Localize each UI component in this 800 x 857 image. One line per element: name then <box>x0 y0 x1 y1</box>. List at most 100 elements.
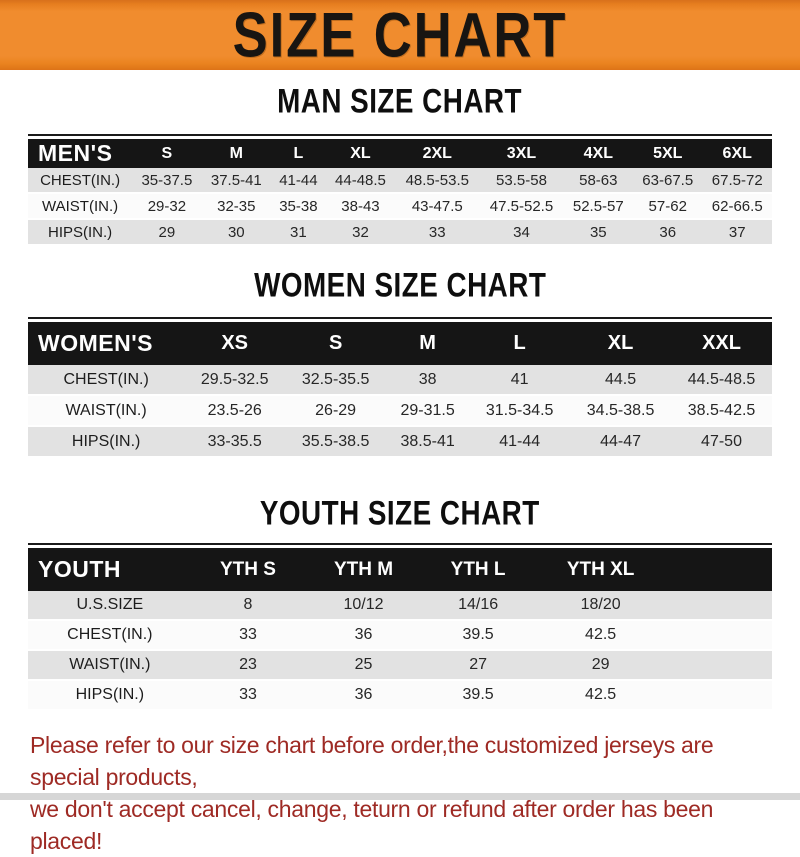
size-value-cell: 41 <box>469 365 571 396</box>
table-title-cell: WOMEN'S <box>28 322 185 365</box>
size-value-cell: 37.5-41 <box>201 168 272 194</box>
size-value-cell: 39.5 <box>422 620 534 651</box>
row-label: WAIST(IN.) <box>28 395 185 427</box>
size-value-cell: 57-62 <box>633 193 703 220</box>
size-value-cell: 44.5-48.5 <box>671 365 772 396</box>
table-row: CHEST(IN.) 35-37.5 37.5-41 41-44 44-48.5 48.5… <box>28 168 772 194</box>
size-column-header: XL <box>325 139 396 168</box>
man-section-heading: MAN SIZE CHART <box>0 83 800 121</box>
size-value-cell: 53.5-58 <box>479 168 564 194</box>
size-value-cell: 31 <box>271 219 326 246</box>
size-value-cell: 43-47.5 <box>395 193 480 220</box>
size-value-cell: 29 <box>132 219 202 246</box>
size-value-cell: 32 <box>325 219 396 246</box>
size-value-cell: 41-44 <box>469 426 571 458</box>
size-value-cell: 38 <box>386 365 470 396</box>
table-header-row: MEN'S S M L XL 2XL 3XL 4XL 5XL 6XL <box>28 139 772 168</box>
size-value-cell: 44-48.5 <box>325 168 396 194</box>
size-value-cell: 34 <box>479 219 564 246</box>
size-value-cell: 32.5-35.5 <box>285 365 387 396</box>
size-value-cell: 42.5 <box>533 620 668 651</box>
table-row: WAIST(IN.) 23.5-26 26-29 29-31.5 31.5-34.5 34… <box>28 395 772 427</box>
table-title-cell: MEN'S <box>28 139 133 168</box>
womens-size-table: WOMEN'S XS S M L XL XXL CHEST(IN.) 29.5-32.5 32.5… <box>28 322 772 458</box>
size-value-cell: 47.5-52.5 <box>479 193 564 220</box>
size-value-cell: 34.5-38.5 <box>570 395 672 427</box>
size-column-header: L <box>469 322 571 365</box>
footer-disclaimer-line1: Please refer to our size chart before or… <box>30 732 714 790</box>
size-value-cell: 63-67.5 <box>633 168 703 194</box>
size-value-cell: 26-29 <box>285 395 387 427</box>
size-column-header: L <box>271 139 326 168</box>
size-value-cell: 29 <box>533 650 668 681</box>
size-column-header: YTH M <box>304 548 423 591</box>
size-value-cell: 23.5-26 <box>184 395 286 427</box>
table-row: WAIST(IN.) 23 25 27 29 <box>28 650 772 681</box>
size-value-cell: 33 <box>191 620 305 651</box>
spacer-cell <box>667 548 772 591</box>
size-value-cell: 33-35.5 <box>184 426 286 458</box>
size-value-cell: 35-38 <box>271 193 326 220</box>
size-value-cell: 8 <box>191 591 305 621</box>
row-label: HIPS(IN.) <box>28 219 133 246</box>
size-value-cell: 33 <box>191 680 305 711</box>
size-value-cell: 10/12 <box>304 591 423 621</box>
size-column-header: 6XL <box>702 139 772 168</box>
size-column-header: S <box>285 322 387 365</box>
youth-table-container: YOUTH YTH S YTH M YTH L YTH XL U.S.SIZE 8 10/12… <box>28 543 772 711</box>
size-value-cell: 25 <box>304 650 423 681</box>
size-value-cell: 44.5 <box>570 365 672 396</box>
size-value-cell: 38.5-42.5 <box>671 395 772 427</box>
size-value-cell: 31.5-34.5 <box>469 395 571 427</box>
size-value-cell: 36 <box>633 219 703 246</box>
size-column-header: 5XL <box>633 139 703 168</box>
table-row: CHEST(IN.) 29.5-32.5 32.5-35.5 38 41 44.5 44.5… <box>28 365 772 396</box>
bottom-divider <box>0 793 800 800</box>
size-value-cell: 30 <box>201 219 272 246</box>
size-column-header: S <box>132 139 202 168</box>
size-column-header: M <box>386 322 470 365</box>
mens-table-container: MEN'S S M L XL 2XL 3XL 4XL 5XL 6XL CHEST(IN.) 35-37… <box>28 134 772 246</box>
table-row: CHEST(IN.) 33 36 39.5 42.5 <box>28 620 772 651</box>
size-column-header: YTH S <box>191 548 305 591</box>
size-value-cell: 33 <box>395 219 480 246</box>
size-value-cell: 38.5-41 <box>386 426 470 458</box>
size-value-cell: 29.5-32.5 <box>184 365 286 396</box>
row-label: CHEST(IN.) <box>28 620 192 651</box>
size-value-cell: 18/20 <box>533 591 668 621</box>
youth-section-heading-text: YOUTH SIZE CHART <box>260 495 540 533</box>
size-value-cell: 42.5 <box>533 680 668 711</box>
size-column-header: XS <box>184 322 286 365</box>
row-label: CHEST(IN.) <box>28 168 133 194</box>
footer-disclaimer-line2: we don't accept cancel, change, teturn o… <box>30 796 714 854</box>
size-value-cell: 48.5-53.5 <box>395 168 480 194</box>
row-label: CHEST(IN.) <box>28 365 185 396</box>
size-value-cell: 35 <box>563 219 634 246</box>
row-label: HIPS(IN.) <box>28 426 185 458</box>
womens-table-container: WOMEN'S XS S M L XL XXL CHEST(IN.) 29.5-32.5 32.5… <box>28 317 772 458</box>
row-label: U.S.SIZE <box>28 591 192 621</box>
size-value-cell: 29-31.5 <box>386 395 470 427</box>
size-value-cell: 36 <box>304 620 423 651</box>
man-section-heading-text: MAN SIZE CHART <box>277 83 523 121</box>
spacer-cell <box>667 650 772 681</box>
size-value-cell: 35-37.5 <box>132 168 202 194</box>
size-value-cell: 23 <box>191 650 305 681</box>
table-row: HIPS(IN.) 33 36 39.5 42.5 <box>28 680 772 711</box>
row-label: HIPS(IN.) <box>28 680 192 711</box>
size-value-cell: 36 <box>304 680 423 711</box>
spacer-cell <box>667 620 772 651</box>
youth-section-heading: YOUTH SIZE CHART <box>0 495 800 533</box>
size-value-cell: 37 <box>702 219 772 246</box>
size-value-cell: 38-43 <box>325 193 396 220</box>
youth-size-table: YOUTH YTH S YTH M YTH L YTH XL U.S.SIZE 8 10/12… <box>28 548 772 711</box>
banner-title: SIZE CHART <box>232 0 568 70</box>
size-value-cell: 35.5-38.5 <box>285 426 387 458</box>
size-value-cell: 29-32 <box>132 193 202 220</box>
size-value-cell: 32-35 <box>201 193 272 220</box>
size-value-cell: 58-63 <box>563 168 634 194</box>
spacer-cell <box>667 591 772 621</box>
size-value-cell: 67.5-72 <box>702 168 772 194</box>
size-value-cell: 27 <box>422 650 534 681</box>
table-row: U.S.SIZE 8 10/12 14/16 18/20 <box>28 591 772 621</box>
